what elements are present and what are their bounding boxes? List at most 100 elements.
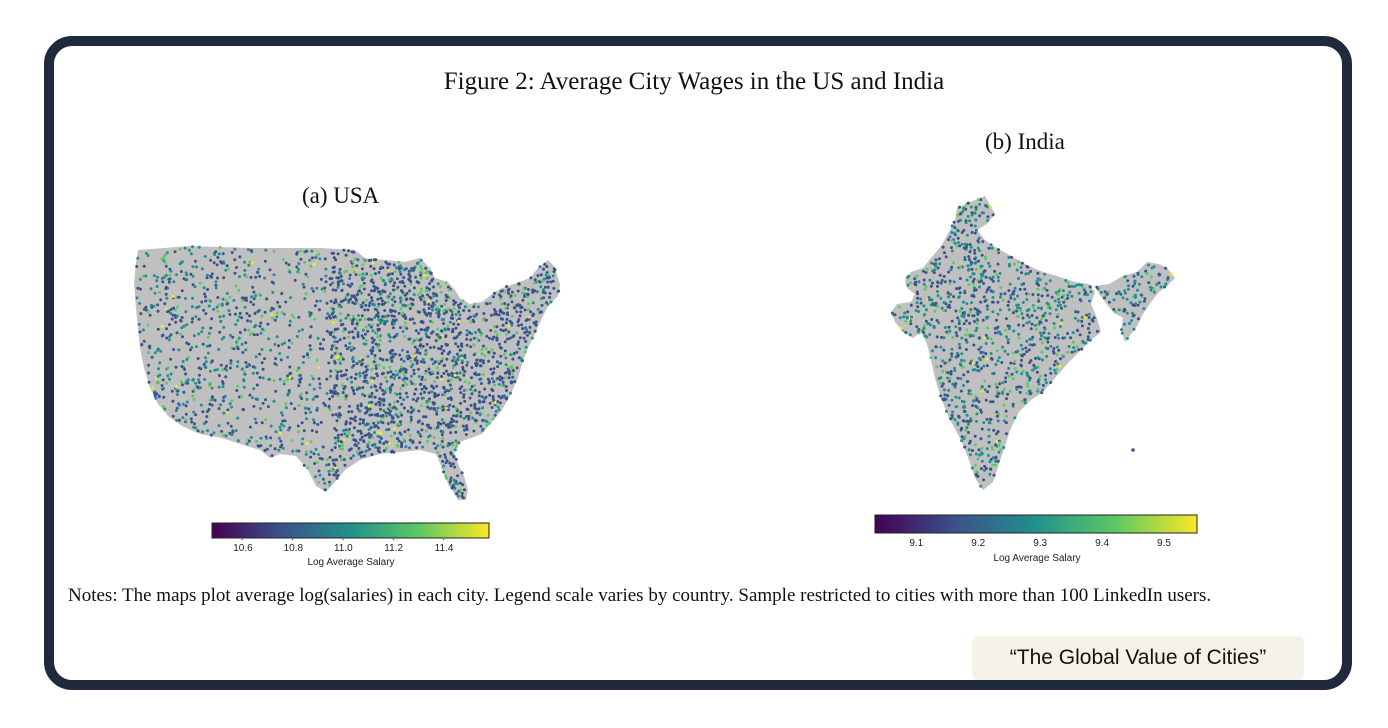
india-colorbar-tick-label: 9.3 <box>1033 538 1048 549</box>
city-dot <box>418 296 422 299</box>
city-dot <box>336 469 339 472</box>
city-dot <box>973 231 977 235</box>
city-dot <box>411 317 415 321</box>
city-dot <box>287 346 291 349</box>
city-dot <box>399 411 403 415</box>
city-dot <box>427 397 431 401</box>
city-dot <box>956 236 960 240</box>
city-dot <box>1040 334 1044 338</box>
city-dot <box>455 409 459 412</box>
city-dot <box>531 301 535 305</box>
city-dot <box>304 292 308 296</box>
city-dot <box>388 406 392 410</box>
city-dot <box>238 275 242 279</box>
city-dot <box>362 281 366 285</box>
city-dot <box>1120 328 1123 332</box>
city-dot <box>488 401 492 405</box>
city-dot <box>436 451 440 454</box>
city-dot <box>371 367 375 371</box>
city-dot <box>390 298 394 301</box>
city-dot <box>160 384 164 387</box>
city-dot <box>375 389 379 392</box>
city-dot <box>236 319 240 322</box>
city-dot <box>356 404 360 408</box>
city-dot <box>288 323 292 327</box>
city-dot <box>303 260 307 264</box>
city-dot <box>256 270 259 274</box>
city-dot <box>925 267 929 271</box>
city-dot <box>1070 294 1074 298</box>
city-dot <box>290 377 294 380</box>
city-dot <box>996 359 1000 363</box>
city-dot <box>411 298 415 302</box>
city-dot <box>392 321 396 325</box>
city-dot <box>1076 319 1080 323</box>
city-dot <box>250 435 253 439</box>
city-dot <box>146 351 150 355</box>
city-dot <box>298 395 302 399</box>
city-dot <box>1025 321 1029 325</box>
city-dot <box>991 275 995 279</box>
city-dot <box>938 273 942 277</box>
city-dot <box>342 429 345 433</box>
city-dot <box>960 358 963 362</box>
city-dot <box>973 248 976 252</box>
city-dot <box>437 312 441 316</box>
city-dot <box>1048 306 1052 310</box>
city-dot <box>507 376 511 380</box>
city-dot <box>521 298 525 302</box>
city-dot <box>960 231 964 234</box>
city-dot <box>991 456 995 460</box>
city-dot <box>397 267 401 271</box>
city-dot <box>156 275 160 279</box>
city-dot <box>350 250 354 254</box>
city-dot <box>972 314 976 318</box>
city-dot <box>406 428 410 432</box>
city-dot <box>991 295 995 299</box>
city-dot <box>455 482 459 486</box>
city-dot <box>513 380 517 384</box>
city-dot <box>936 304 940 308</box>
city-dot <box>1038 374 1042 378</box>
city-dot <box>264 398 267 402</box>
city-dot <box>374 402 378 406</box>
city-dot <box>1038 278 1042 282</box>
city-dot <box>962 409 966 413</box>
city-dot <box>974 404 978 408</box>
city-dot <box>500 376 504 380</box>
city-dot <box>370 336 374 340</box>
city-dot <box>937 257 941 261</box>
city-dot <box>388 292 392 296</box>
city-dot <box>999 286 1003 289</box>
city-dot <box>307 356 311 360</box>
city-dot <box>378 397 382 401</box>
city-dot <box>338 338 342 342</box>
city-dot <box>954 395 958 399</box>
india-colorbar-tick-labels: 9.1 9.2 9.3 9.4 9.5 <box>874 538 1200 552</box>
city-dot <box>167 309 171 313</box>
city-dot <box>903 311 907 315</box>
city-dot <box>453 482 457 486</box>
city-dot <box>396 373 400 376</box>
city-dot <box>511 369 515 373</box>
city-dot <box>389 450 393 454</box>
city-dot <box>220 429 224 433</box>
city-dot <box>358 292 362 295</box>
city-dot <box>974 473 978 477</box>
city-dot <box>225 364 229 368</box>
city-dot <box>505 370 509 374</box>
city-dot <box>382 366 386 370</box>
city-dot <box>936 266 940 270</box>
city-dot <box>1010 372 1014 376</box>
city-dot <box>399 300 403 304</box>
city-dot <box>432 294 436 298</box>
city-dot <box>977 198 980 202</box>
city-dot <box>485 334 489 338</box>
city-dot <box>310 256 314 260</box>
city-dot <box>482 312 486 315</box>
city-dot <box>962 383 965 387</box>
usa-city-dots <box>135 245 561 500</box>
city-dot <box>363 374 367 378</box>
city-dot <box>358 409 362 413</box>
city-dot <box>960 426 964 430</box>
